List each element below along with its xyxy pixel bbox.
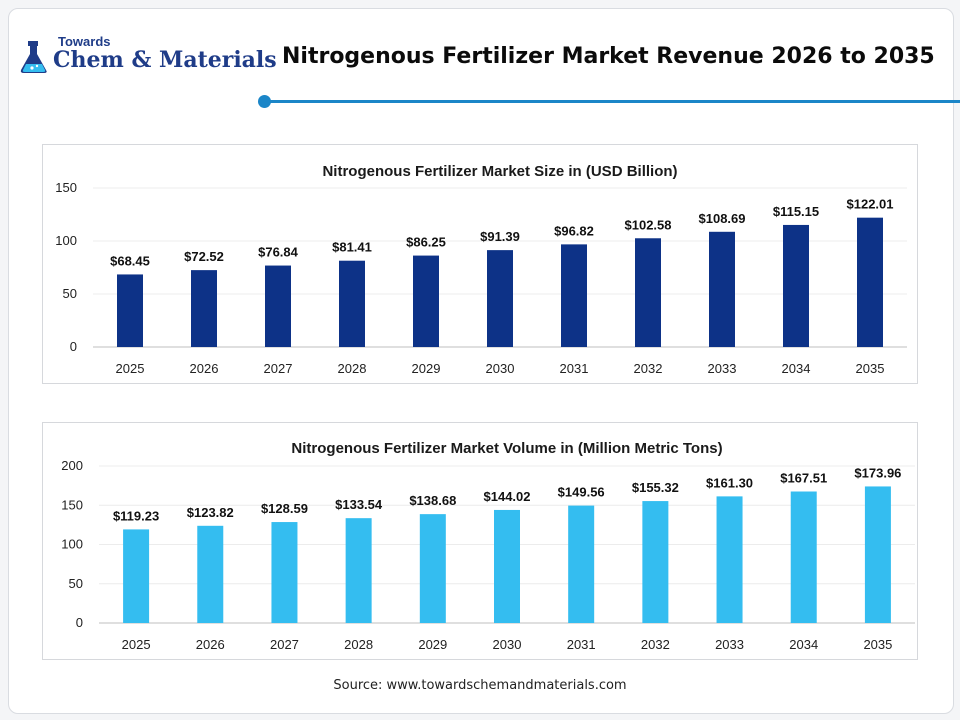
- chart-title: Nitrogenous Fertilizer Market Size in (U…: [322, 163, 677, 180]
- bar: [568, 505, 595, 623]
- header-rule-dot: [258, 95, 271, 108]
- data-label: $68.45: [110, 253, 150, 268]
- bar: [857, 217, 883, 347]
- data-label: $138.68: [409, 493, 456, 508]
- bar: [642, 501, 669, 623]
- bar: [271, 522, 298, 623]
- x-tick-label: 2029: [412, 361, 441, 376]
- bar: [716, 496, 743, 623]
- bar: [191, 270, 217, 347]
- data-label: $119.23: [113, 508, 159, 523]
- y-tick-label: 0: [70, 339, 77, 354]
- y-tick-label: 100: [55, 233, 77, 248]
- data-label: $133.54: [335, 497, 383, 512]
- data-label: $86.25: [406, 235, 446, 250]
- x-tick-label: 2030: [486, 361, 515, 376]
- y-tick-label: 50: [63, 286, 77, 301]
- x-tick-label: 2031: [567, 637, 596, 652]
- x-tick-label: 2033: [708, 361, 737, 376]
- data-label: $102.58: [625, 217, 672, 232]
- x-tick-label: 2031: [560, 361, 589, 376]
- chart-title: Nitrogenous Fertilizer Market Volume in …: [291, 440, 722, 457]
- bar: [123, 529, 150, 623]
- data-label: $115.15: [773, 204, 819, 219]
- bar: [345, 518, 372, 623]
- x-tick-label: 2032: [641, 637, 670, 652]
- data-label: $123.82: [187, 505, 234, 520]
- bar: [487, 250, 513, 347]
- x-tick-label: 2027: [270, 637, 299, 652]
- header-rule: [266, 100, 960, 103]
- market-size-chart: Nitrogenous Fertilizer Market Size in (U…: [42, 144, 918, 384]
- bar: [709, 231, 735, 347]
- bar: [864, 486, 891, 623]
- y-tick-label: 200: [61, 458, 83, 473]
- x-tick-label: 2034: [782, 361, 811, 376]
- data-label: $149.56: [558, 485, 605, 500]
- y-tick-label: 100: [61, 537, 83, 552]
- bar: [783, 224, 809, 347]
- x-tick-label: 2026: [196, 637, 225, 652]
- data-label: $96.82: [554, 223, 594, 238]
- x-tick-label: 2027: [264, 361, 293, 376]
- bar: [790, 491, 817, 623]
- data-label: $76.84: [258, 245, 299, 260]
- data-label: $91.39: [480, 229, 520, 244]
- bar: [197, 525, 224, 623]
- bar: [419, 514, 446, 623]
- data-label: $155.32: [632, 480, 679, 495]
- data-label: $161.30: [706, 475, 753, 490]
- page-title: Nitrogenous Fertilizer Market Revenue 20…: [282, 44, 935, 69]
- data-label: $144.02: [484, 489, 531, 504]
- y-tick-label: 50: [69, 576, 83, 591]
- x-tick-label: 2028: [344, 637, 373, 652]
- data-label: $167.51: [780, 471, 827, 486]
- data-label: $173.96: [854, 465, 901, 480]
- logo-big-text: Chem & Materials: [53, 47, 277, 73]
- market-size-chart-svg: Nitrogenous Fertilizer Market Size in (U…: [55, 163, 907, 376]
- x-tick-label: 2028: [338, 361, 367, 376]
- x-tick-label: 2035: [856, 361, 885, 376]
- bar: [561, 244, 587, 347]
- brand-logo: Towards Chem & Materials: [18, 34, 277, 76]
- data-label: $72.52: [184, 249, 224, 264]
- flask-icon: [20, 41, 47, 73]
- x-tick-label: 2030: [493, 637, 522, 652]
- data-label: $128.59: [261, 501, 308, 516]
- y-tick-label: 0: [76, 615, 83, 630]
- source-note: Source: www.towardschemandmaterials.com: [333, 678, 627, 693]
- bar: [413, 255, 439, 347]
- data-label: $122.01: [847, 197, 894, 212]
- x-tick-label: 2029: [418, 637, 447, 652]
- y-tick-label: 150: [55, 180, 77, 195]
- bar: [265, 265, 291, 347]
- x-tick-label: 2026: [190, 361, 219, 376]
- x-tick-label: 2035: [863, 637, 892, 652]
- x-tick-label: 2034: [789, 637, 818, 652]
- x-tick-label: 2032: [634, 361, 663, 376]
- bar: [635, 238, 661, 347]
- y-tick-label: 150: [61, 497, 83, 512]
- bar: [494, 509, 520, 623]
- bar: [339, 260, 365, 347]
- data-label: $81.41: [332, 240, 372, 255]
- data-label: $108.69: [699, 211, 746, 226]
- x-tick-label: 2025: [122, 637, 151, 652]
- market-volume-chart-svg: Nitrogenous Fertilizer Market Volume in …: [61, 440, 915, 652]
- bar: [117, 274, 143, 347]
- x-tick-label: 2025: [116, 361, 145, 376]
- x-tick-label: 2033: [715, 637, 744, 652]
- logo-small-text: Towards: [58, 34, 111, 49]
- market-volume-chart: Nitrogenous Fertilizer Market Volume in …: [42, 422, 918, 660]
